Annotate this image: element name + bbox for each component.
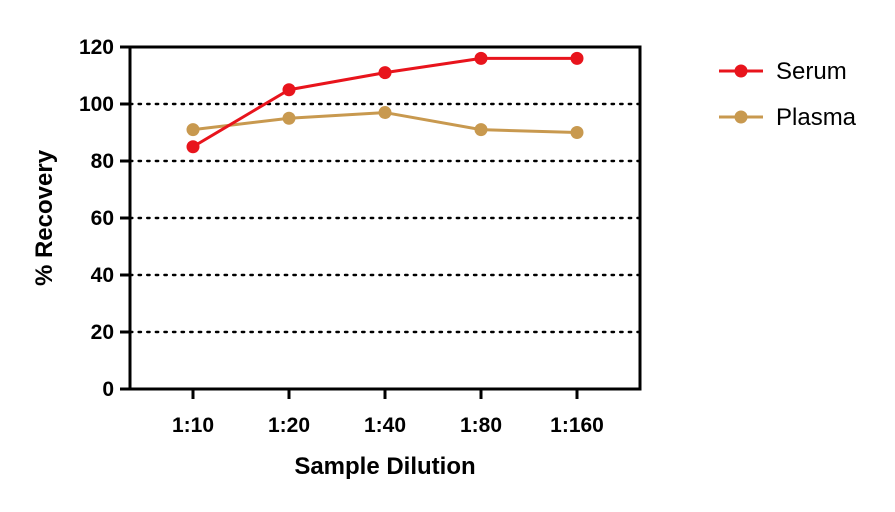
- data-point: [282, 111, 296, 125]
- y-axis-title: % Recovery: [31, 149, 58, 286]
- y-tick-label: 0: [102, 378, 114, 401]
- y-tick-label: 120: [79, 36, 114, 59]
- legend-label: Serum: [776, 58, 847, 85]
- legend-label: Plasma: [776, 104, 857, 131]
- legend-item-plasma: Plasma: [719, 104, 857, 131]
- series-plasma: [186, 106, 584, 139]
- y-tick-label: 40: [91, 264, 114, 287]
- y-tick-label: 80: [91, 150, 114, 173]
- x-axis-ticks: 1:10 1:20 1:40 1:80 1:160: [172, 389, 604, 437]
- data-point: [570, 51, 584, 65]
- data-point: [378, 66, 392, 80]
- gridlines: [128, 102, 642, 334]
- x-tick-label: 1:160: [550, 414, 604, 437]
- y-tick-label: 100: [79, 93, 114, 116]
- y-tick-label: 20: [91, 321, 114, 344]
- y-tick-label: 60: [91, 207, 114, 230]
- legend: Serum Plasma: [719, 58, 857, 131]
- data-point: [186, 123, 200, 137]
- data-point: [378, 106, 392, 120]
- data-point: [186, 140, 200, 154]
- legend-marker: [734, 110, 748, 124]
- legend-marker: [734, 64, 748, 78]
- y-axis-ticks: 0 20 40 60 80 100 120: [79, 36, 130, 401]
- x-tick-label: 1:10: [172, 414, 214, 437]
- x-tick-label: 1:80: [460, 414, 502, 437]
- x-tick-label: 1:40: [364, 414, 406, 437]
- data-point: [474, 123, 488, 137]
- legend-item-serum: Serum: [719, 58, 847, 85]
- x-axis-title: Sample Dilution: [294, 453, 475, 480]
- series-serum: [186, 51, 584, 154]
- data-point: [474, 51, 488, 65]
- data-point: [282, 83, 296, 97]
- series-group: [186, 51, 584, 154]
- data-point: [570, 126, 584, 139]
- x-tick-label: 1:20: [268, 414, 310, 437]
